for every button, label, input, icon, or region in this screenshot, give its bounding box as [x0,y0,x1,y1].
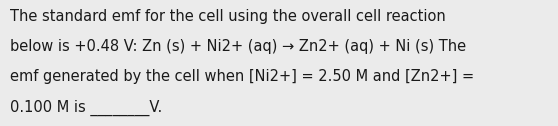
Text: 0.100 M is ________V.: 0.100 M is ________V. [10,100,162,116]
Text: The standard emf for the cell using the overall cell reaction: The standard emf for the cell using the … [10,9,446,24]
Text: emf generated by the cell when [Ni2+] = 2.50 M and [Zn2+] =: emf generated by the cell when [Ni2+] = … [10,69,474,84]
Text: below is +0.48 V: Zn (s) + Ni2+ (aq) → Zn2+ (aq) + Ni (s) The: below is +0.48 V: Zn (s) + Ni2+ (aq) → Z… [10,39,466,54]
